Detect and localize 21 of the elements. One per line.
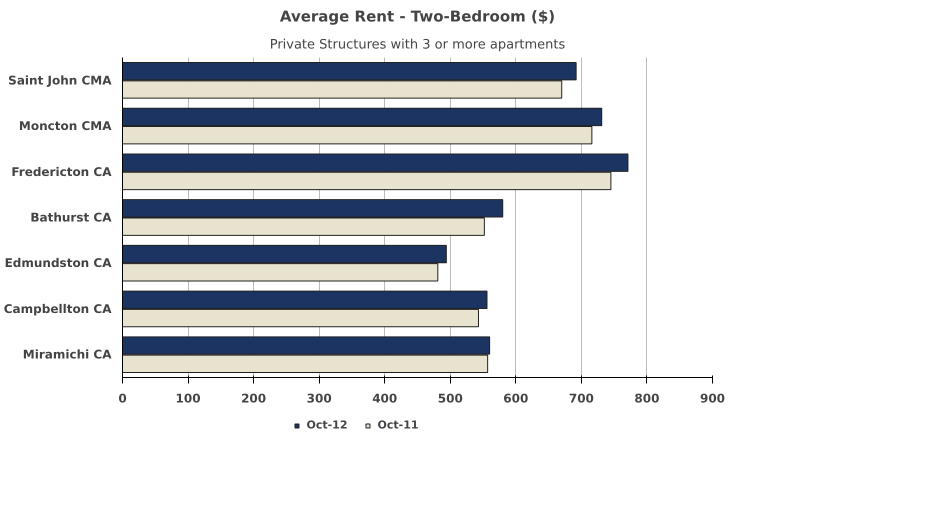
x-tick-label: 0 [118,392,127,406]
x-tick-label: 100 [176,392,201,406]
y-tick-label: Fredericton CA [11,164,112,179]
x-tick-label: 600 [503,392,528,406]
y-tick-label: Campbellton CA [4,302,112,316]
x-tick-label: 300 [306,392,332,406]
chart-title: Average Rent - Two-Bedroom ($) [280,8,556,26]
y-tick-label: Miramichi CA [22,348,112,362]
x-tick-label: 400 [372,392,398,406]
y-tick-label: Moncton CMA [18,119,112,134]
x-tick-label: 500 [438,392,463,406]
x-tick-label: 200 [241,392,266,406]
x-tick-label: 900 [700,392,726,406]
legend-label: Oct-12 [306,418,348,432]
y-tick-label: Bathurst CA [30,210,112,224]
x-tick-label: 700 [568,392,594,406]
y-tick-label: Saint John CMA [8,73,112,88]
x-tick-label: 800 [634,392,660,406]
legend-label: Oct-11 [378,418,419,432]
chart-subtitle: Private Structures with 3 or more apartments [270,38,566,52]
y-tick-label: Edmundston CA [4,256,112,270]
